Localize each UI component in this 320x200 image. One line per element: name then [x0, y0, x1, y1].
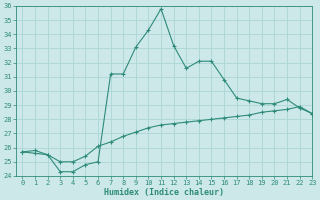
X-axis label: Humidex (Indice chaleur): Humidex (Indice chaleur) [104, 188, 224, 197]
